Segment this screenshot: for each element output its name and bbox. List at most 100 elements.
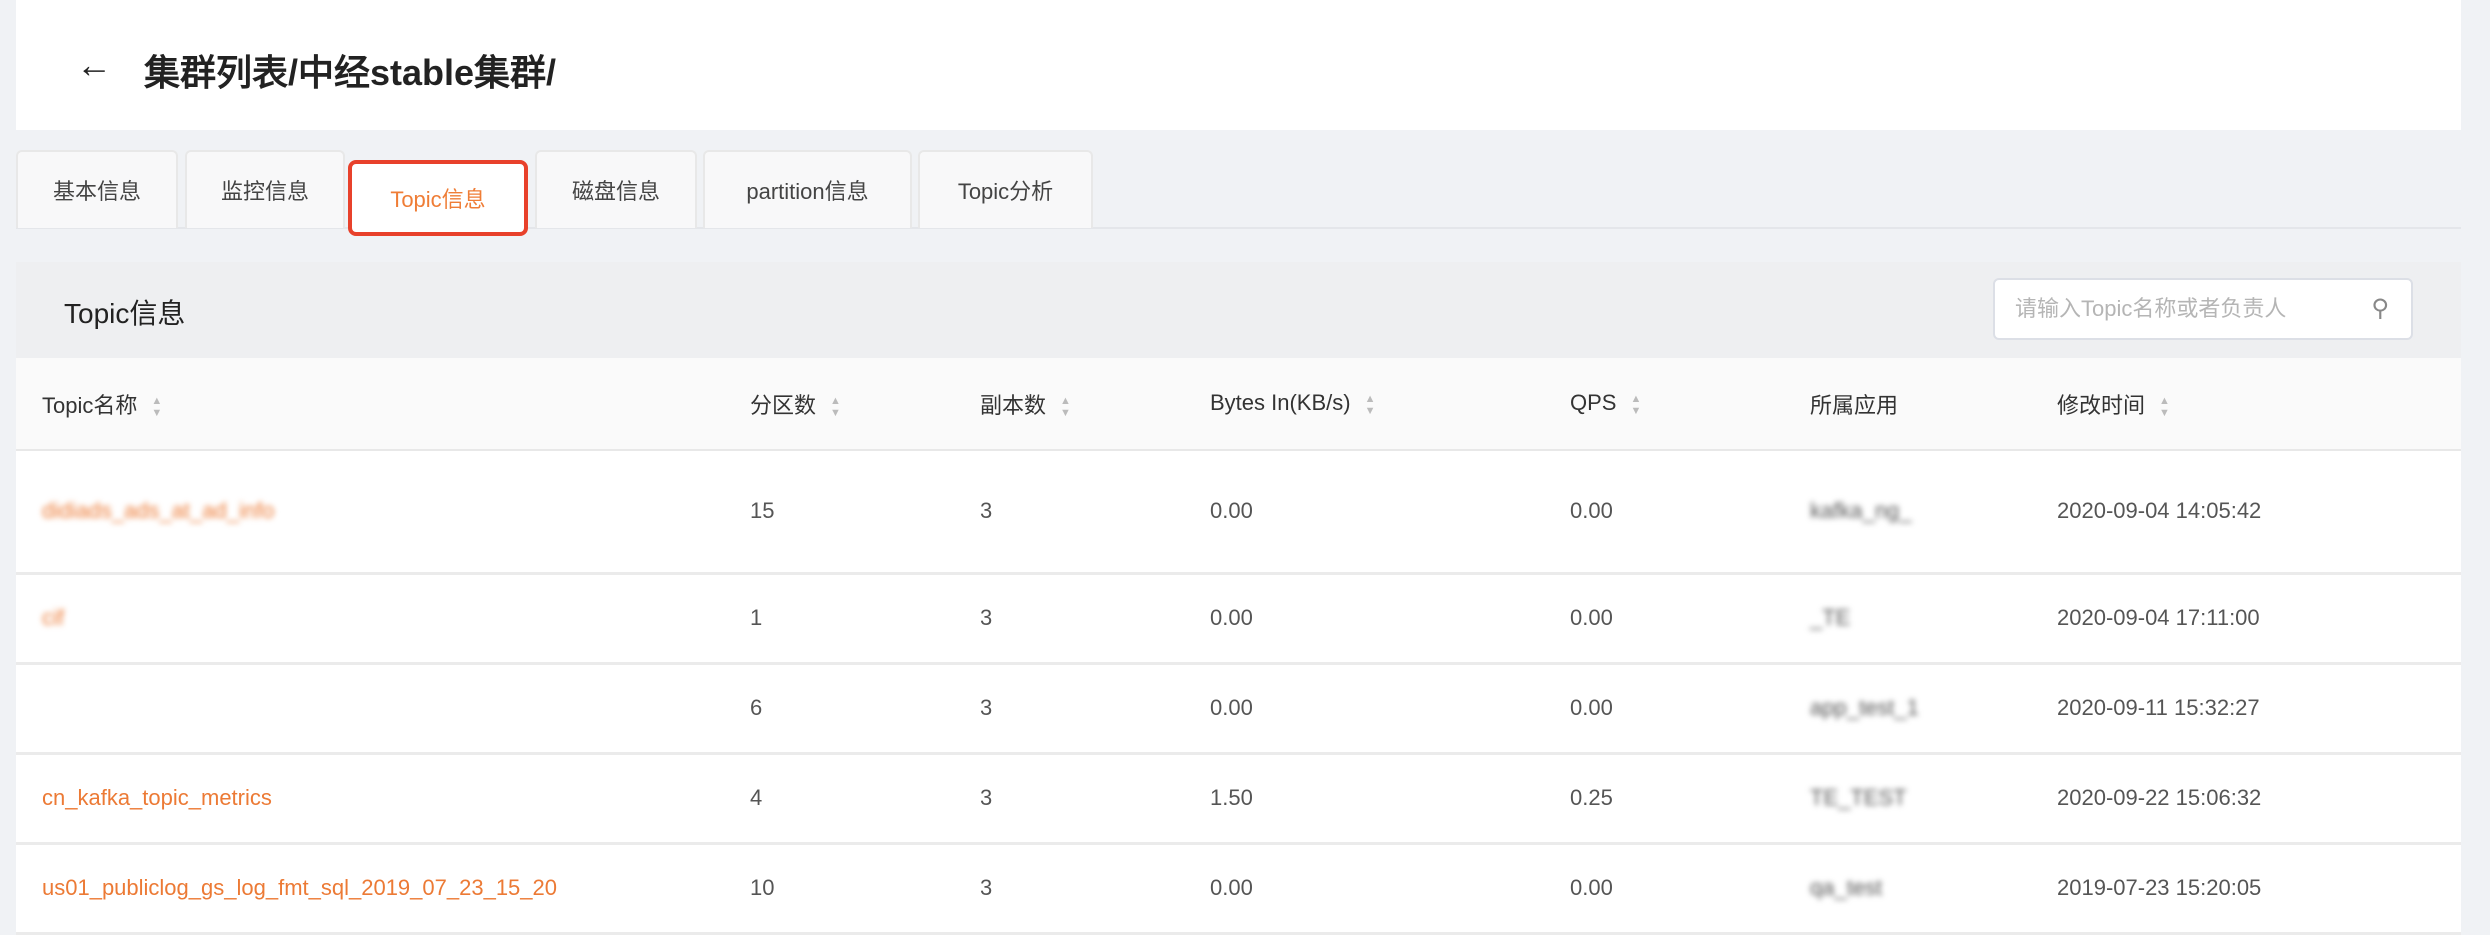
replicas-cell: 3 — [980, 875, 993, 900]
qps-cell: 0.00 — [1570, 450, 1810, 575]
partitions-cell: 15 — [750, 498, 775, 524]
col-topic-name[interactable]: Topic名称 ▲ ▼ — [16, 358, 750, 451]
qps-cell: 0.00 — [1570, 843, 1810, 935]
bytes-in-cell: 0.00 — [1210, 843, 1570, 935]
table-row: cn_kafka_topic_metrics 4 3 1.50 0.25 TE_TEST 2… — [16, 753, 2461, 845]
bytes-in-cell: 0.00 — [1210, 875, 1253, 900]
bytes-in-cell: 0.00 — [1210, 573, 1570, 665]
partitions-cell: 4 — [750, 753, 980, 845]
search-input[interactable] — [2015, 296, 2345, 322]
topic-name-cell: us01_publiclog_gs_log_fmt_sql_2019_07_23… — [16, 843, 750, 935]
partitions-cell: 4 — [750, 785, 763, 810]
app-cell: qa_test — [1810, 875, 1883, 900]
tab-basic-info[interactable]: 基本信息 — [16, 150, 178, 228]
app-cell: app_test_1 — [1810, 695, 1919, 720]
modified-time-cell: 2020-09-04 17:11:00 — [2057, 605, 2260, 630]
table-row: cif 1 3 0.00 0.00 _TE 2020-09-04 17:11:00 — [16, 573, 2461, 665]
topic-name-link[interactable]: didiads_ads_at_ad_info — [42, 498, 275, 524]
col-bytes-in[interactable]: Bytes In(KB/s) ▲ ▼ — [1210, 358, 1570, 451]
app-cell: TE_TEST — [1810, 753, 2057, 845]
partitions-cell: 1 — [750, 605, 763, 630]
modified-time-cell: 2020-09-22 15:06:32 — [2057, 785, 2262, 810]
replicas-cell: 3 — [980, 498, 993, 524]
app-cell: qa_test — [1810, 843, 2057, 935]
table-row: us01_publiclog_gs_log_fmt_sql_2019_07_23… — [16, 843, 2461, 935]
sort-icon[interactable]: ▲ ▼ — [830, 394, 841, 419]
app-cell: kafka_ng_ — [1810, 498, 1912, 524]
col-app: 所属应用 — [1810, 358, 2057, 451]
bytes-in-cell: 0.00 — [1210, 498, 1253, 524]
replicas-cell: 3 — [980, 753, 1210, 845]
col-modified[interactable]: 修改时间 ▲ ▼ — [2057, 358, 2461, 451]
partitions-cell: 15 — [750, 450, 980, 575]
app-cell: kafka_ng_ — [1810, 450, 2057, 575]
topic-name-cell: cn_kafka_topic_metrics — [16, 753, 750, 845]
tab-topic-analysis[interactable]: Topic分析 — [918, 150, 1093, 228]
modified-time-cell: 2020-09-11 15:32:27 — [2057, 695, 2260, 720]
partitions-cell: 1 — [750, 573, 980, 665]
page-title: 集群列表/中经stable集群/ — [144, 52, 557, 93]
col-replicas[interactable]: 副本数 ▲ ▼ — [980, 358, 1210, 451]
search-icon[interactable]: ⚲ — [2371, 295, 2389, 322]
topic-name-link[interactable]: cif — [42, 605, 64, 630]
bytes-in-cell: 1.50 — [1210, 753, 1570, 845]
app-cell: app_test_1 — [1810, 663, 2057, 755]
partitions-cell: 10 — [750, 875, 775, 900]
qps-cell: 0.00 — [1570, 875, 1613, 900]
bytes-in-cell: 1.50 — [1210, 785, 1253, 810]
topic-name-cell — [16, 663, 750, 755]
partitions-cell: 6 — [750, 663, 980, 755]
sort-icon[interactable]: ▲ ▼ — [2159, 394, 2170, 419]
sort-icon[interactable]: ▲ ▼ — [151, 394, 163, 419]
replicas-cell: 3 — [980, 450, 1210, 575]
table-header-row: Topic名称 ▲ ▼ 分区数 ▲ ▼ 副本数 ▲ ▼ Bytes In(KB/s) ▲ ▼ Q… — [16, 358, 2461, 451]
modified-time-cell: 2020-09-04 14:05:42 — [2057, 498, 2262, 524]
replicas-cell: 3 — [980, 605, 993, 630]
replicas-cell: 3 — [980, 663, 1210, 755]
tab-partition-info[interactable]: partition信息 — [703, 150, 912, 228]
tab-bar: 基本信息 监控信息 Topic信息 磁盘信息 partition信息 Topic… — [16, 150, 2461, 236]
qps-cell: 0.00 — [1570, 695, 1613, 720]
col-partitions[interactable]: 分区数 ▲ ▼ — [750, 358, 980, 451]
modified-time-cell: 2020-09-04 14:05:42 — [2057, 450, 2461, 575]
topic-name-link[interactable]: us01_publiclog_gs_log_fmt_sql_2019_07_23… — [42, 875, 557, 900]
modified-time-cell: 2020-09-11 15:32:27 — [2057, 663, 2461, 755]
tab-monitoring[interactable]: 监控信息 — [185, 150, 345, 228]
modified-time-cell: 2020-09-04 17:11:00 — [2057, 573, 2461, 665]
panel-title: Topic信息 — [64, 298, 186, 329]
search-box[interactable]: ⚲ — [1993, 278, 2413, 340]
topic-name-link[interactable]: cn_kafka_topic_metrics — [42, 785, 272, 810]
modified-time-cell: 2019-07-23 15:20:05 — [2057, 875, 2262, 900]
app-cell: TE_TEST — [1810, 785, 1907, 810]
bytes-in-cell: 0.00 — [1210, 450, 1570, 575]
replicas-cell: 3 — [980, 695, 993, 720]
partitions-cell: 10 — [750, 843, 980, 935]
tab-topic-info[interactable]: Topic信息 — [348, 160, 528, 236]
bytes-in-cell: 0.00 — [1210, 663, 1570, 755]
app-cell: _TE — [1810, 605, 1851, 630]
replicas-cell: 3 — [980, 843, 1210, 935]
qps-cell: 0.25 — [1570, 785, 1613, 810]
partitions-cell: 6 — [750, 695, 763, 720]
sort-icon[interactable]: ▲ ▼ — [1060, 394, 1071, 419]
sort-icon[interactable]: ▲ ▼ — [1364, 392, 1376, 417]
panel-header: Topic信息 ⚲ — [16, 262, 2461, 358]
bytes-in-cell: 0.00 — [1210, 695, 1253, 720]
bytes-in-cell: 0.00 — [1210, 605, 1253, 630]
col-qps[interactable]: QPS ▲ ▼ — [1570, 358, 1810, 451]
app-cell: _TE — [1810, 573, 2057, 665]
page-header: ← 集群列表/中经stable集群/ — [16, 0, 2461, 130]
qps-cell: 0.25 — [1570, 753, 1810, 845]
qps-cell: 0.00 — [1570, 498, 1613, 524]
sort-icon[interactable]: ▲ ▼ — [1630, 392, 1642, 417]
qps-cell: 0.00 — [1570, 605, 1613, 630]
tab-disk-info[interactable]: 磁盘信息 — [535, 150, 697, 228]
qps-cell: 0.00 — [1570, 573, 1810, 665]
table-row: 6 3 0.00 0.00 app_test_1 2020-09-11 15:32:27 — [16, 663, 2461, 755]
arrow-left-icon[interactable]: ← — [76, 44, 112, 85]
modified-time-cell: 2019-07-23 15:20:05 — [2057, 843, 2461, 935]
topic-name-cell: cif — [16, 573, 750, 665]
replicas-cell: 3 — [980, 573, 1210, 665]
replicas-cell: 3 — [980, 785, 993, 810]
modified-time-cell: 2020-09-22 15:06:32 — [2057, 753, 2461, 845]
